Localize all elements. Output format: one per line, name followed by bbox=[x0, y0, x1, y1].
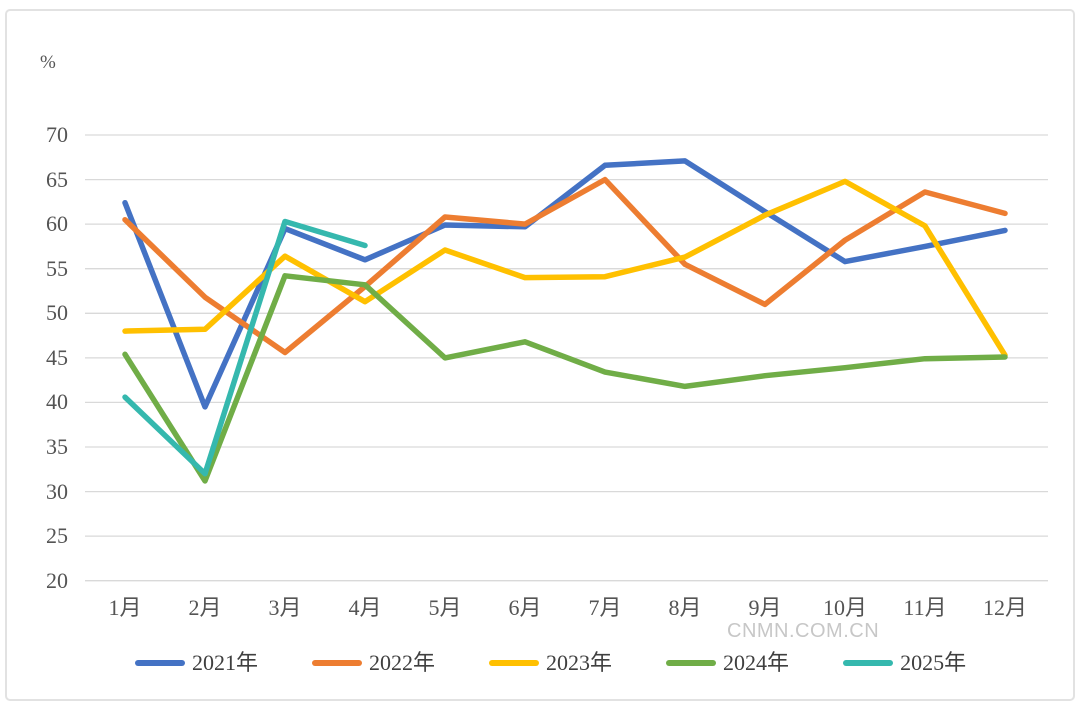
x-tick-label: 1月 bbox=[108, 595, 142, 620]
series-line-2025年 bbox=[122, 218, 368, 477]
x-tick-label: 8月 bbox=[668, 595, 702, 620]
x-tick-label: 3月 bbox=[268, 595, 302, 620]
series-line-2022年 bbox=[122, 176, 1008, 356]
legend-item-2025年: 2025年 bbox=[843, 650, 966, 676]
legend: 2021年 2022年 2023年 2024年 2025年 bbox=[135, 648, 966, 678]
y-tick-label: 25 bbox=[46, 523, 68, 549]
y-tick-label: 50 bbox=[46, 300, 68, 326]
y-tick-label: 30 bbox=[46, 478, 68, 504]
x-tick-label: 6月 bbox=[508, 595, 542, 620]
legend-item-2022年: 2022年 bbox=[312, 650, 435, 676]
x-tick-label: 5月 bbox=[428, 595, 462, 620]
x-tick-label: 4月 bbox=[348, 595, 382, 620]
legend-swatch bbox=[135, 660, 185, 666]
legend-label: 2024年 bbox=[723, 650, 790, 675]
legend-item-2021年: 2021年 bbox=[135, 650, 258, 676]
y-tick-label: 60 bbox=[46, 211, 68, 237]
legend-label: 2025年 bbox=[900, 650, 967, 675]
x-tick-label: 7月 bbox=[588, 595, 622, 620]
y-tick-label: 55 bbox=[46, 255, 68, 281]
legend-label: 2021年 bbox=[192, 650, 259, 675]
x-tick-label: 10月 bbox=[822, 595, 867, 620]
y-tick-label: 40 bbox=[46, 389, 68, 415]
x-tick-label: 12月 bbox=[982, 595, 1027, 620]
legend-item-2023年: 2023年 bbox=[489, 650, 612, 676]
y-tick-label: 70 bbox=[46, 122, 68, 147]
legend-swatch bbox=[666, 660, 717, 666]
x-tick-label: 11月 bbox=[903, 595, 947, 620]
legend-swatch bbox=[843, 660, 894, 666]
legend-item-2024年: 2024年 bbox=[666, 650, 789, 676]
y-tick-label: 65 bbox=[46, 166, 68, 192]
series-line-2024年 bbox=[122, 273, 1008, 484]
watermark: CNMN.COM.CN bbox=[727, 620, 880, 642]
legend-swatch bbox=[489, 660, 540, 666]
legend-swatch bbox=[312, 660, 363, 666]
y-tick-label: 20 bbox=[46, 567, 68, 593]
legend-label: 2022年 bbox=[369, 650, 436, 675]
gridlines bbox=[85, 134, 1048, 582]
x-tick-label: 2月 bbox=[188, 595, 222, 620]
y-tick-label: 45 bbox=[46, 344, 68, 370]
series-lines bbox=[122, 158, 1008, 484]
x-tick-label: 9月 bbox=[748, 595, 782, 620]
y-tick-label: 35 bbox=[46, 433, 68, 459]
legend-label: 2023年 bbox=[546, 650, 613, 675]
y-axis-unit-label: % bbox=[40, 52, 56, 73]
